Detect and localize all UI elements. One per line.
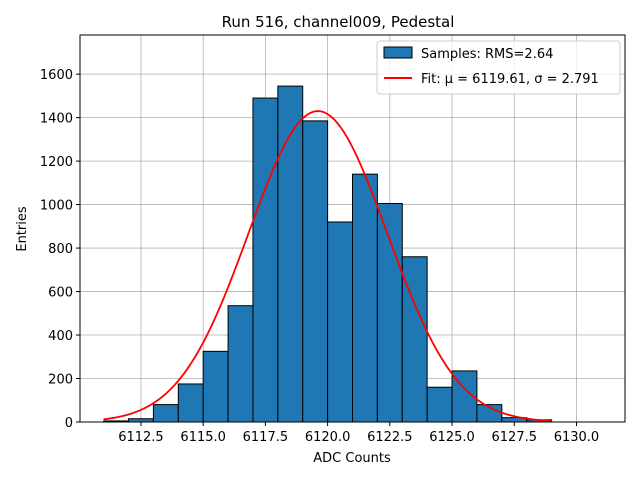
legend-label-fit: Fit: μ = 6119.61, σ = 2.791 (421, 72, 599, 87)
histogram-bars (103, 85, 553, 423)
legend-swatch-samples (383, 46, 413, 59)
legend-label-samples: Samples: RMS=2.64 (421, 47, 553, 62)
histogram-bar (426, 386, 453, 423)
chart-title: Run 516, channel009, Pedestal (222, 13, 455, 31)
histogram-bar (302, 120, 329, 423)
x-tick-label: 6115.0 (180, 430, 226, 445)
x-tick-label: 6112.5 (118, 430, 164, 445)
x-axis-label: ADC Counts (313, 451, 391, 466)
x-tick-label: 6117.5 (243, 430, 289, 445)
y-tick-label: 1400 (40, 112, 73, 127)
x-tick-label: 6122.5 (367, 430, 413, 445)
histogram-bar (152, 404, 179, 423)
y-tick-label: 200 (48, 373, 73, 388)
histogram-bar (327, 221, 354, 423)
y-axis-label: Entries (15, 206, 30, 252)
histogram-bar (352, 173, 378, 423)
x-axis-ticks: 6112.5 6115.0 6117.5 6120.0 6122.5 6125.0 6127… (118, 422, 599, 445)
x-tick-label: 6130.0 (554, 430, 600, 445)
y-tick-label: 600 (48, 286, 73, 301)
histogram-bar (252, 97, 279, 423)
legend-box (376, 40, 621, 95)
y-tick-label: 0 (65, 416, 73, 431)
y-tick-label: 800 (48, 242, 73, 257)
histogram-bar (227, 305, 254, 423)
plot-frame (79, 34, 626, 423)
fit-curve-group (103, 110, 552, 422)
y-tick-label: 1000 (40, 199, 73, 214)
histogram-bar (376, 202, 403, 423)
y-tick-label: 1600 (40, 68, 73, 83)
x-tick-label: 6120.0 (305, 430, 351, 445)
y-axis-ticks: 0 200 400 600 800 1000 1200 1400 1600 (40, 68, 80, 431)
x-tick-label: 6127.5 (492, 430, 538, 445)
y-tick-label: 1200 (40, 155, 73, 170)
histogram-bar (177, 383, 204, 423)
y-tick-label: 400 (48, 329, 73, 344)
x-tick-label: 6125.0 (429, 430, 475, 445)
gaussian-fit-curve (103, 110, 552, 422)
histogram-bar (202, 350, 229, 423)
legend: Samples: RMS=2.64 Fit: μ = 6119.61, σ = … (376, 40, 621, 95)
